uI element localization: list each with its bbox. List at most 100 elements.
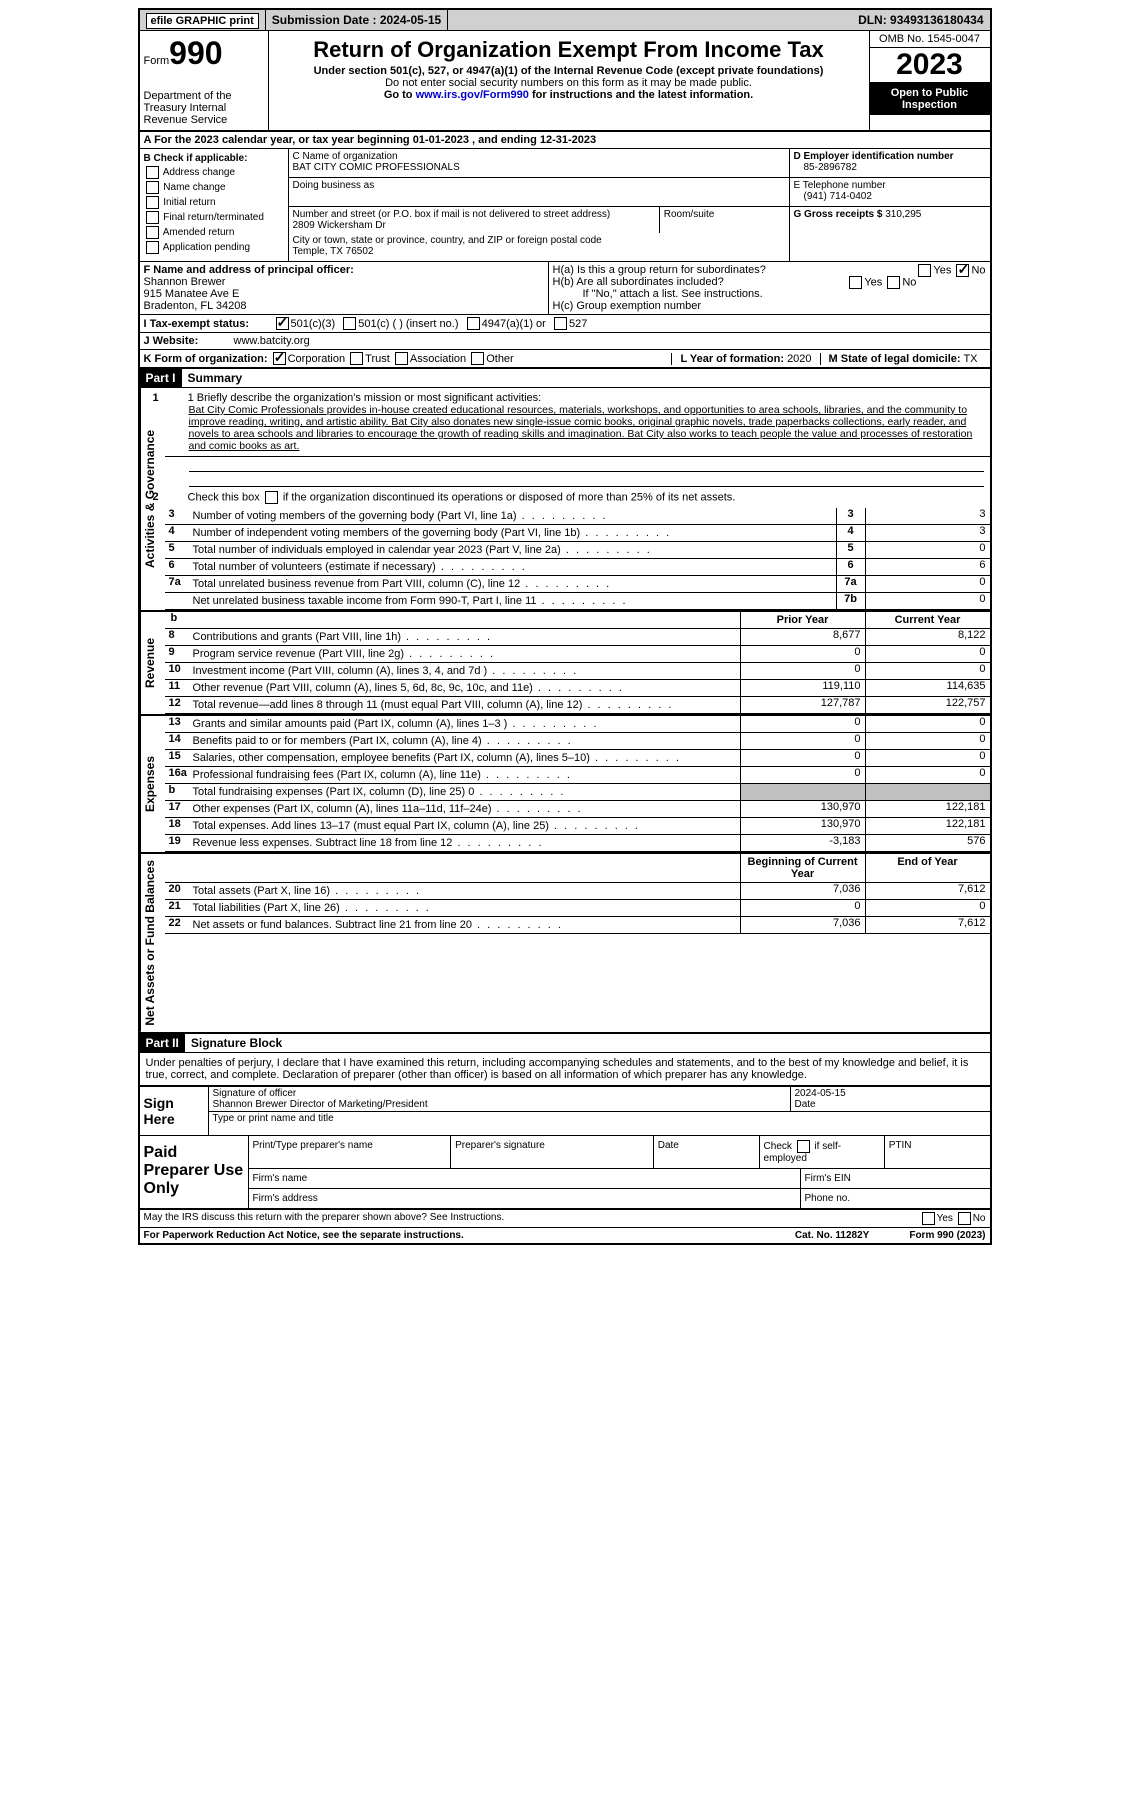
firm-ein-label: Firm's EIN [801,1169,990,1188]
section-b-c-d: B Check if applicable: Address change Na… [140,149,990,262]
chk-initial[interactable]: Initial return [144,196,284,209]
box-h: H(a) Is this a group return for subordin… [549,262,990,314]
ssn-note: Do not enter social security numbers on … [273,77,865,89]
city-value: Temple, TX 76502 [293,246,785,257]
net-col-header: Beginning of Current Year End of Year [165,854,990,883]
gross-value: 310,295 [885,209,921,220]
part1-badge: Part I [140,369,182,387]
hb-row: H(b) Are all subordinates included? Yes … [553,276,986,288]
chk-assoc[interactable] [395,352,408,365]
chk-name[interactable]: Name change [144,181,284,194]
chk-pending[interactable]: Application pending [144,241,284,254]
officer-label: F Name and address of principal officer: [144,264,544,276]
form-title: Return of Organization Exempt From Incom… [273,37,865,63]
goto-link[interactable]: Go to www.irs.gov/Form990 for instructio… [273,89,865,101]
gov-line: 7aTotal unrelated business revenue from … [165,576,990,593]
box-c: C Name of organization BAT CITY COMIC PR… [289,149,790,261]
vtab-revenue: Revenue [140,612,165,714]
firm-addr-label: Firm's address [249,1189,801,1208]
officer-addr1: 915 Manatee Ave E [144,288,544,300]
chk-self-employed[interactable] [797,1140,810,1153]
line-item: 17Other expenses (Part IX, column (A), l… [165,801,990,818]
begin-year-header: Beginning of Current Year [740,854,865,882]
sig-officer-name: Shannon Brewer Director of Marketing/Pre… [213,1099,786,1110]
header-row: Form990 Department of the Treasury Inter… [140,31,990,132]
firm-phone-label: Phone no. [801,1189,990,1208]
gov-line: 6Total number of volunteers (estimate if… [165,559,990,576]
vtab-netassets: Net Assets or Fund Balances [140,854,165,1032]
line2: 2 Check this box if the organization dis… [165,487,990,508]
sig-date-cell: 2024-05-15 Date [791,1087,990,1111]
phone-label: E Telephone number [794,180,986,191]
chk-501c[interactable] [343,317,356,330]
website-row: J Website: www.batcity.org [140,333,990,350]
line-item: bTotal fundraising expenses (Part IX, co… [165,784,990,801]
line-item: 21Total liabilities (Part X, line 26)00 [165,900,990,917]
line-item: 15Salaries, other compensation, employee… [165,750,990,767]
state-domicile: M State of legal domicile: TX [820,353,986,365]
form-id: Form 990 (2023) [909,1230,985,1241]
chk-trust[interactable] [350,352,363,365]
line-item: 22Net assets or fund balances. Subtract … [165,917,990,934]
chk-discuss-yes[interactable] [922,1212,935,1225]
gross-cell: G Gross receipts $ 310,295 [790,207,990,235]
chk-501c3[interactable] [276,317,289,330]
calendar-year-line: A For the 2023 calendar year, or tax yea… [140,132,990,149]
hb-note: If "No," attach a list. See instructions… [553,288,986,300]
form-prefix: Form [144,55,170,67]
street-label: Number and street (or P.O. box if mail i… [293,209,655,220]
box-b: B Check if applicable: Address change Na… [140,149,289,261]
efile-button[interactable]: efile GRAPHIC print [146,13,259,29]
self-employed-cell: Check if self-employed [760,1136,885,1168]
top-bar: efile GRAPHIC print Submission Date : 20… [140,10,990,31]
chk-final[interactable]: Final return/terminated [144,211,284,224]
expenses-block: Expenses 13Grants and similar amounts pa… [140,716,990,854]
chk-address[interactable]: Address change [144,166,284,179]
room-label: Room/suite [664,209,785,220]
dept-label: Department of the Treasury Internal Reve… [144,90,264,126]
mission-label: 1 Briefly describe the organization's mi… [188,392,542,404]
prior-year-header: Prior Year [740,612,865,628]
gov-line: 4Number of independent voting members of… [165,525,990,542]
org-name-cell: C Name of organization BAT CITY COMIC PR… [289,149,789,178]
phone-cell: E Telephone number (941) 714-0402 [790,178,990,207]
form-number: 990 [169,35,222,71]
city-label: City or town, state or province, country… [293,235,785,246]
print-name-label: Print/Type preparer's name [249,1136,452,1168]
part1-title: Summary [182,371,243,385]
phone-value: (941) 714-0402 [794,191,986,202]
submission-date: Submission Date : 2024-05-15 [266,10,448,30]
chk-amended[interactable]: Amended return [144,226,284,239]
sign-here-table: Sign Here Signature of officer Shannon B… [140,1087,990,1136]
sig-date-label: Date [795,1099,986,1110]
box-b-label: B Check if applicable: [144,153,284,164]
line-item: 19Revenue less expenses. Subtract line 1… [165,835,990,852]
form-subtitle: Under section 501(c), 527, or 4947(a)(1)… [273,65,865,77]
chk-discontinued[interactable] [265,491,278,504]
gross-label: G Gross receipts $ [794,209,883,220]
activities-governance-block: Activities & Governance 1 1 Briefly desc… [140,388,990,612]
dba-cell: Doing business as [289,178,789,207]
chk-4947[interactable] [467,317,480,330]
tax-status-row: I Tax-exempt status: 501(c)(3) 501(c) ( … [140,315,990,333]
discuss-row: May the IRS discuss this return with the… [140,1210,990,1228]
chk-discuss-no[interactable] [958,1212,971,1225]
chk-527[interactable] [554,317,567,330]
ptin-label: PTIN [885,1136,990,1168]
sign-here-label: Sign Here [140,1087,208,1135]
sig-type-label: Type or print name and title [209,1112,990,1125]
officer-name: Shannon Brewer [144,276,544,288]
prep-date-label: Date [654,1136,760,1168]
line-item: 14Benefits paid to or for members (Part … [165,733,990,750]
part2-badge: Part II [140,1034,185,1052]
public-inspection: Open to Public Inspection [870,83,990,115]
efile-cell: efile GRAPHIC print [140,10,266,30]
chk-corp[interactable] [273,352,286,365]
paid-preparer-table: Paid Preparer Use Only Print/Type prepar… [140,1136,990,1210]
mission-text: Bat City Comic Professionals provides in… [189,404,984,452]
firm-name-label: Firm's name [249,1169,801,1188]
ein-cell: D Employer identification number 85-2896… [790,149,990,178]
header-mid: Return of Organization Exempt From Incom… [269,31,869,130]
chk-other[interactable] [471,352,484,365]
addr-row: Number and street (or P.O. box if mail i… [289,207,789,233]
